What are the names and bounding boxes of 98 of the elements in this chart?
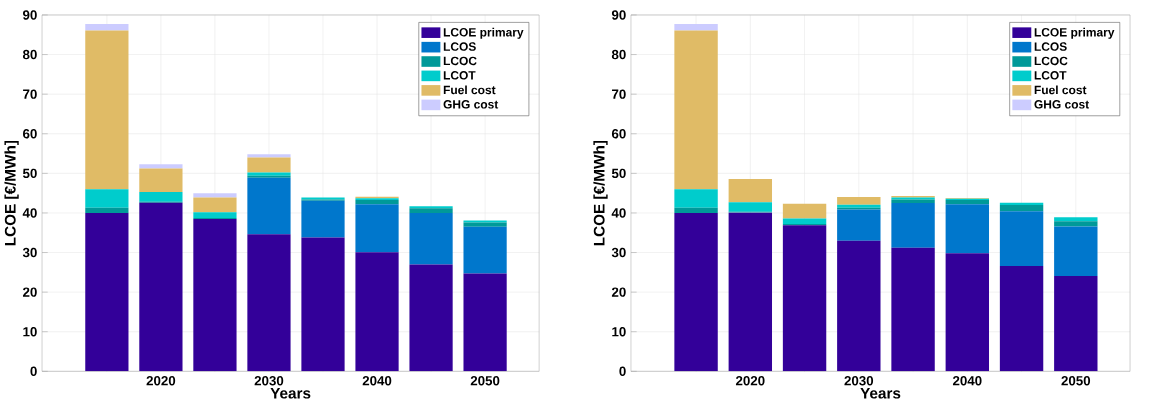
bar	[355, 199, 399, 205]
bar	[85, 30, 129, 190]
bar	[999, 204, 1044, 212]
bar	[728, 202, 773, 212]
y-tick-label: 70	[23, 89, 37, 99]
legend-label: Fuel cost	[443, 85, 496, 95]
bar	[782, 225, 827, 372]
y-tick-label: 50	[22, 168, 37, 178]
y-tick-label: 70	[612, 89, 626, 99]
bar	[782, 218, 827, 224]
bar	[837, 240, 881, 372]
bar	[85, 212, 129, 372]
bar	[782, 203, 827, 219]
bar	[891, 202, 935, 248]
bar	[674, 212, 718, 372]
y-tick-label: 40	[611, 208, 626, 218]
bar	[139, 202, 183, 372]
bar	[301, 237, 345, 372]
bar	[945, 204, 990, 254]
bar	[247, 234, 291, 372]
legend-label: Fuel cost	[1034, 85, 1087, 95]
y-tick-label: 90	[611, 10, 626, 20]
bar	[139, 164, 183, 169]
bar	[355, 204, 399, 253]
y-tick-label: 10	[612, 326, 626, 337]
bar	[674, 30, 718, 190]
bar	[945, 253, 990, 372]
bar	[674, 23, 718, 31]
y-tick-label: 30	[22, 247, 37, 258]
legend-label: LCOE primary	[443, 27, 524, 39]
bar	[728, 212, 773, 372]
legend-label: LCOC	[443, 56, 477, 66]
legend-label: LCOS	[1034, 42, 1067, 51]
bar	[463, 273, 507, 372]
y-tick-label: 0	[30, 366, 37, 376]
bar	[463, 222, 507, 227]
bar	[193, 218, 237, 372]
bar	[463, 226, 507, 274]
y-axis-title: LCOE [€/MWh]	[593, 140, 608, 246]
bar	[139, 191, 183, 202]
y-tick-label: 80	[611, 49, 626, 60]
y-tick-label: 60	[23, 128, 37, 139]
legend-label: GHG cost	[1034, 99, 1090, 109]
bar	[1054, 275, 1098, 372]
bar	[674, 189, 718, 208]
y-tick-label: 40	[22, 208, 37, 218]
x-tick-label: 2020	[146, 375, 176, 386]
bar	[837, 197, 881, 205]
bar	[139, 168, 183, 192]
legend-label: LCOT	[443, 70, 476, 80]
y-tick-label: 10	[23, 326, 37, 337]
bar	[85, 23, 129, 31]
bar	[409, 212, 453, 265]
y-axis-title: LCOE [€/MWh]	[4, 140, 19, 246]
legend-label: LCOT	[1034, 70, 1067, 80]
bar	[945, 199, 990, 205]
y-tick-label: 90	[22, 10, 37, 20]
legend-label: LCOC	[1034, 56, 1068, 66]
y-tick-label: 20	[22, 287, 37, 297]
legend-label: LCOS	[443, 42, 476, 51]
bar	[301, 200, 345, 238]
bar	[1054, 221, 1098, 227]
bar	[355, 252, 399, 372]
x-tick-label: 2030	[844, 375, 874, 386]
y-tick-label: 30	[611, 247, 626, 258]
x-tick-label: 2040	[362, 375, 392, 386]
bar	[728, 178, 773, 203]
y-tick-label: 60	[611, 128, 626, 139]
y-tick-label: 0	[619, 366, 626, 376]
bar	[999, 265, 1044, 372]
bar	[247, 154, 291, 158]
x-tick-label: 2050	[470, 375, 500, 386]
x-axis-title: Years	[270, 387, 311, 399]
y-tick-label: 50	[611, 168, 626, 178]
x-tick-label: 2050	[1061, 375, 1091, 386]
x-tick-label: 2020	[735, 375, 765, 386]
legend-label: LCOE primary	[1034, 27, 1115, 39]
bar	[837, 209, 881, 241]
legend-label: GHG cost	[443, 99, 499, 109]
y-tick-label: 80	[22, 49, 37, 60]
bar	[193, 193, 237, 198]
bar	[85, 189, 129, 208]
bar	[193, 197, 237, 213]
bar	[674, 207, 718, 213]
bar	[999, 211, 1044, 266]
x-axis-title: Years	[860, 387, 901, 399]
bar	[247, 177, 291, 235]
bar	[1054, 226, 1098, 276]
bar	[891, 247, 935, 372]
bar	[247, 157, 291, 173]
y-tick-label: 20	[611, 287, 626, 297]
bar	[193, 212, 237, 218]
x-tick-label: 2030	[254, 375, 284, 386]
bar	[85, 207, 129, 213]
x-tick-label: 2040	[952, 375, 982, 386]
bar	[409, 208, 453, 213]
bar	[1054, 217, 1098, 222]
bar	[409, 264, 453, 372]
